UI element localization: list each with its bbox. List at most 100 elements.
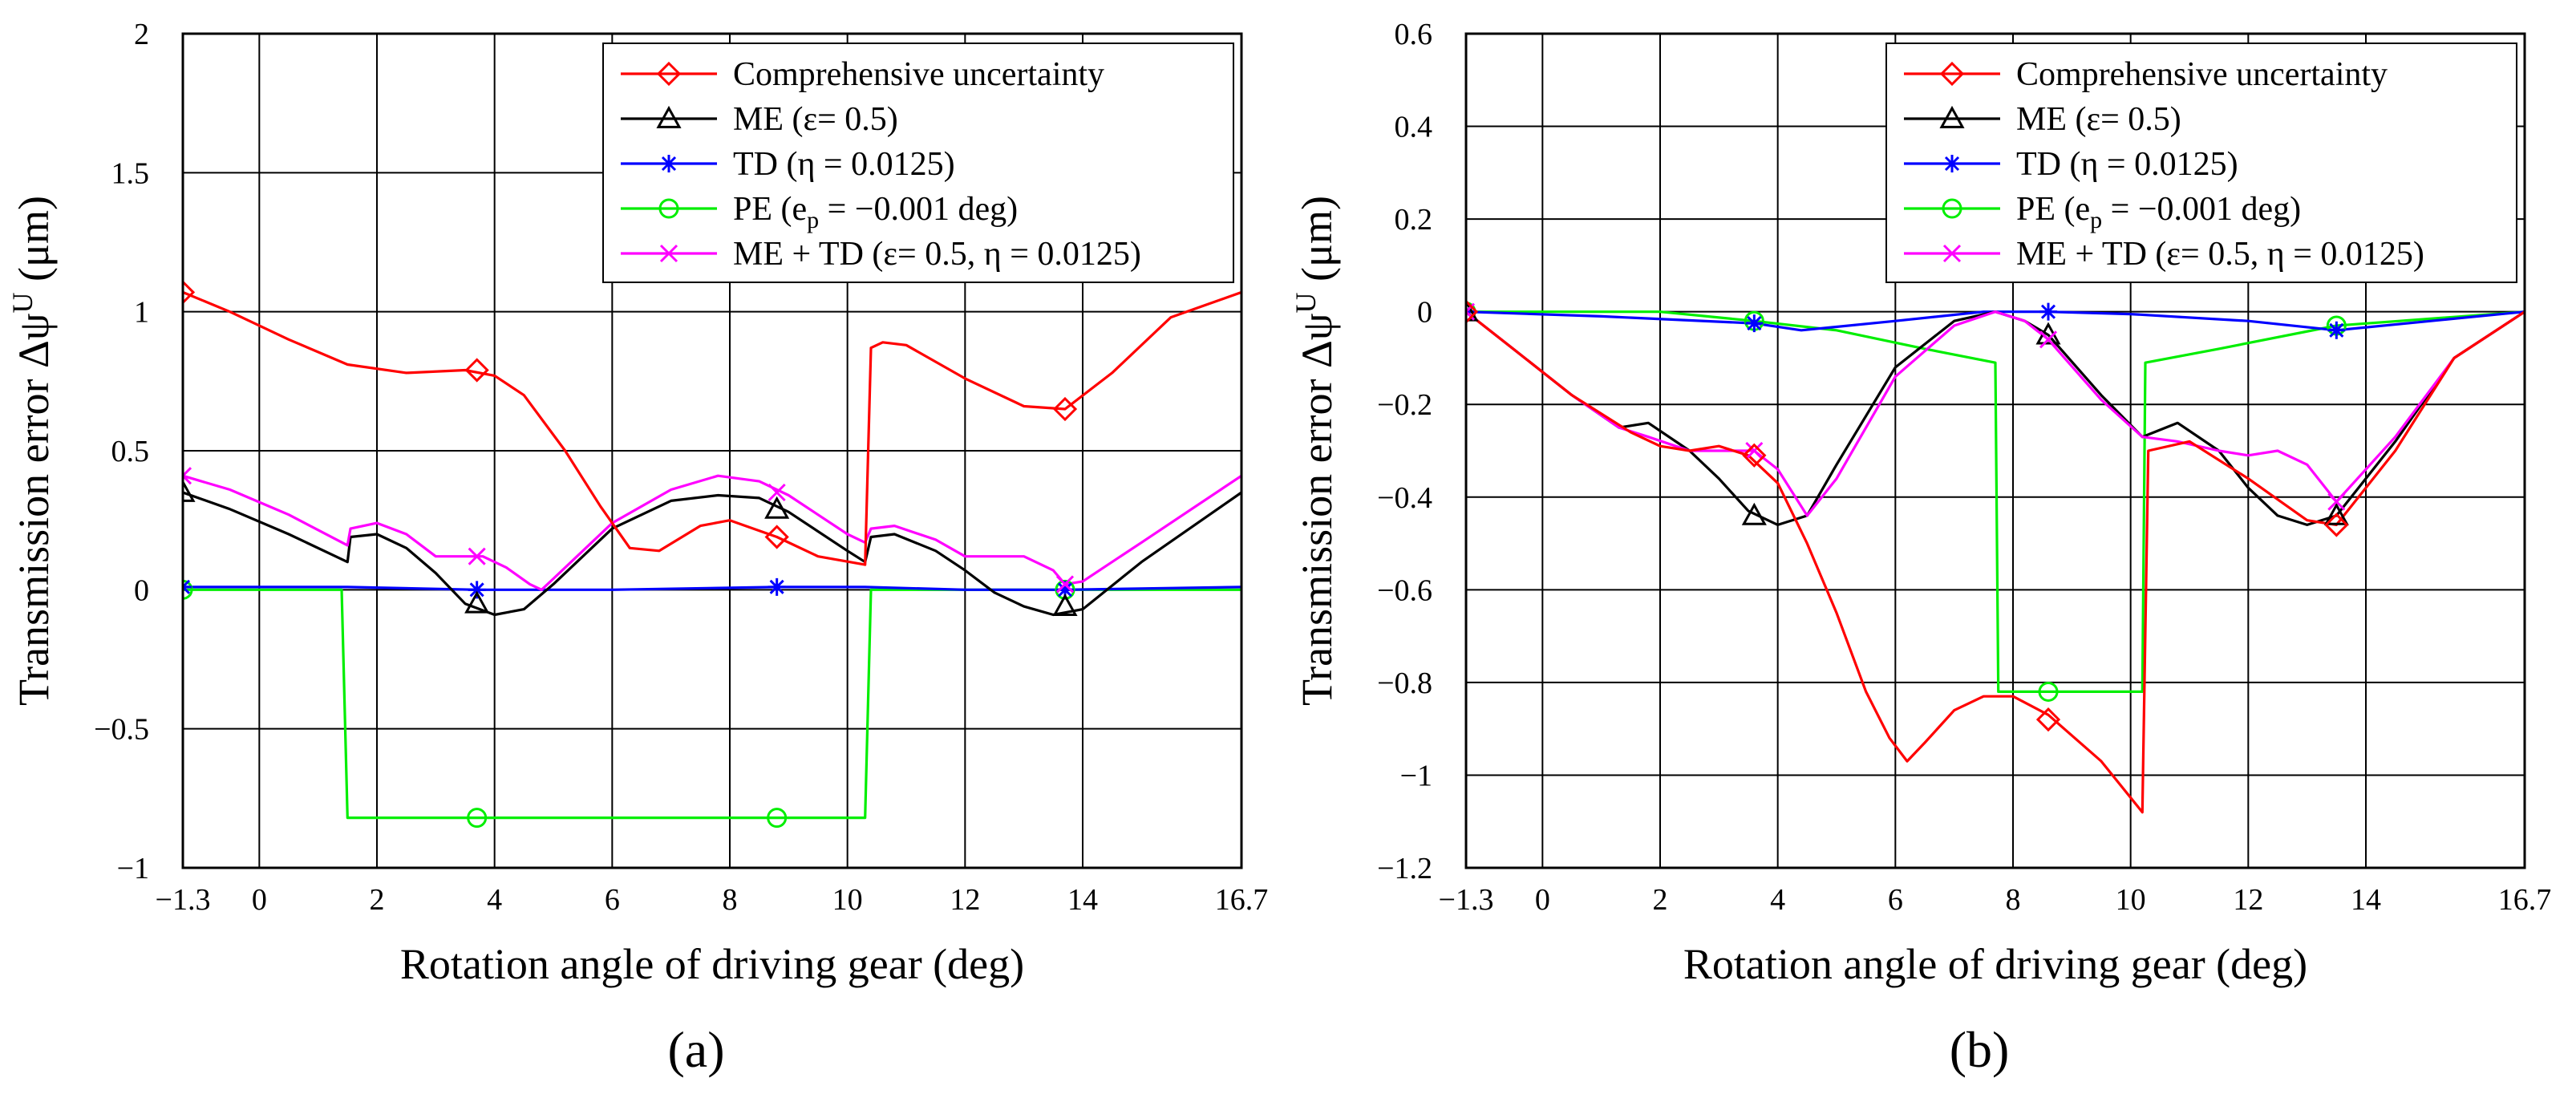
legend-label: ME + TD (ε= 0.5, η = 0.0125) (2016, 236, 2424, 273)
x-tick-label: 8 (723, 883, 738, 917)
legend-label: PE (ep = −0.001 deg) (733, 191, 1018, 233)
y-axis-label-superscript: U (6, 292, 38, 313)
data-point-asterisk (2039, 302, 2057, 321)
legend-entry: PE (ep = −0.001 deg) (621, 191, 1018, 233)
legend-label: TD (η = 0.0125) (733, 146, 955, 183)
data-point-triangle (1052, 594, 1078, 617)
data-point-triangle (1466, 298, 1479, 322)
legend-label-part: = −0.001 deg) (819, 191, 1018, 228)
data-point-triangle (464, 590, 490, 614)
legend-entry: ME + TD (ε= 0.5, η = 0.0125) (621, 236, 1141, 273)
data-point-circle (767, 808, 788, 829)
data-point-asterisk (1745, 314, 1764, 333)
legend-entry: TD (η = 0.0125) (621, 146, 955, 183)
data-point-x (1055, 575, 1075, 594)
legend: Comprehensive uncertainty ME (ε= 0.5) TD (… (602, 43, 1234, 283)
data-point-triangle (183, 479, 196, 502)
plot-frame (181, 32, 1243, 869)
data-point-circle (2038, 681, 2059, 702)
x-tick-label: 6 (1888, 883, 1903, 917)
data-point-asterisk (768, 577, 786, 596)
legend-label: Comprehensive uncertainty (733, 56, 1104, 93)
x-axis-label: Rotation angle of driving gear (deg) (1683, 940, 2307, 988)
y-tick-label: 0.4 (1395, 111, 1433, 144)
legend-entry: Comprehensive uncertainty (1904, 56, 2388, 93)
series-line (183, 474, 1241, 591)
legend-label: Comprehensive uncertainty (2016, 56, 2388, 93)
data-point-diamond (183, 280, 196, 305)
legend-label-part: = −0.001 deg) (2102, 191, 2301, 228)
series-line (183, 290, 1241, 566)
legend-entry: TD (η = 0.0125) (1904, 146, 2238, 183)
panel-label: (b) (1950, 1021, 2010, 1078)
chart-panel-b: −1.3 0 2 4 6 8 10 12 14 16.7 −1.2 −1 −0.8 −0.6 −0.4 −0.… (1290, 18, 2551, 1078)
y-tick-label: −0.5 (94, 713, 149, 747)
series-line (183, 491, 1241, 617)
y-tick-label: −0.4 (1377, 481, 1432, 515)
data-point-diamond (1742, 443, 1767, 468)
y-axis-label: Transmission error ΔψU (μm) (6, 196, 58, 706)
legend-entry: PE (ep = −0.001 deg) (1904, 191, 2301, 233)
legend-marker-circle (1942, 198, 1962, 219)
x-tick-label: −1.3 (156, 883, 211, 917)
legend-marker-diamond (656, 61, 682, 87)
legend-entry: ME (ε= 0.5) (1904, 101, 2181, 138)
y-axis-label-text: Transmission error Δψ (10, 313, 58, 706)
y-axis-label: Transmission error ΔψU (μm) (1290, 196, 1341, 706)
panel-label: (a) (667, 1021, 724, 1078)
data-point-triangle (2323, 502, 2349, 525)
x-tick-label: 0 (252, 883, 267, 917)
legend-marker-triangle (656, 105, 682, 128)
data-point-x (1745, 441, 1764, 460)
data-point-diamond (2324, 513, 2349, 537)
series-line (1466, 310, 2525, 814)
data-point-triangle (764, 496, 790, 519)
data-point-asterisk (1056, 581, 1074, 599)
x-tick-label: 12 (2233, 883, 2263, 917)
data-point-circle (467, 808, 488, 829)
legend-marker-x (1942, 244, 1962, 263)
legend-label-subscript: p (2090, 207, 2102, 233)
y-tick-label: 2 (134, 18, 149, 51)
legend-box (1885, 43, 2517, 283)
legend-label: ME + TD (ε= 0.5, η = 0.0125) (733, 236, 1141, 273)
x-tick-label: −1.3 (1439, 883, 1494, 917)
x-tick-label: 16.7 (2498, 883, 2552, 917)
data-point-circle (183, 579, 193, 600)
data-point-asterisk (468, 581, 486, 599)
legend-label-part: PE (e (2016, 191, 2090, 228)
x-tick-label: 6 (605, 883, 620, 917)
legend-entry: Comprehensive uncertainty (621, 56, 1104, 93)
y-tick-label: 0.2 (1395, 203, 1433, 237)
data-point-triangle (1741, 502, 1767, 525)
x-axis-label: Rotation angle of driving gear (deg) (400, 940, 1024, 988)
legend-label: TD (η = 0.0125) (2016, 146, 2238, 183)
legend-marker-asterisk (1943, 155, 1961, 172)
x-tick-label: 14 (2351, 883, 2381, 917)
y-tick-label: −1 (117, 852, 149, 885)
x-tick-label: 0 (1535, 883, 1550, 917)
series-line (1466, 310, 2525, 332)
data-point-diamond (464, 358, 489, 383)
plot-frame (1464, 32, 2526, 869)
y-axis-label-text: Transmission error Δψ (1293, 313, 1341, 706)
legend-entry: ME (ε= 0.5) (621, 101, 898, 138)
y-tick-label: −0.8 (1377, 667, 1432, 700)
x-tick-label: 8 (2006, 883, 2021, 917)
x-tick-label: 14 (1067, 883, 1098, 917)
y-tick-label: −0.6 (1377, 573, 1432, 607)
data-point-diamond (1466, 299, 1479, 324)
data-point-x (2039, 330, 2058, 349)
x-tick-label: 10 (2116, 883, 2146, 917)
y-tick-label: −1.2 (1377, 852, 1432, 885)
legend-label-part: PE (e (733, 191, 807, 228)
y-axis-label-superscript: U (1290, 292, 1322, 313)
chart-panel-a: −1.3 0 2 4 6 8 10 12 14 16.7 −1 −0.5 0 0.5 1 1.5 2 Compre… (6, 18, 1268, 1078)
y-tick-label: 1 (134, 296, 149, 330)
y-tick-label: 0 (1417, 296, 1432, 330)
legend-marker-diamond (1939, 61, 1965, 87)
series-line (1466, 310, 2525, 517)
y-tick-label: 0 (134, 573, 149, 607)
data-point-x (2327, 492, 2346, 511)
series-group (1466, 298, 2525, 814)
